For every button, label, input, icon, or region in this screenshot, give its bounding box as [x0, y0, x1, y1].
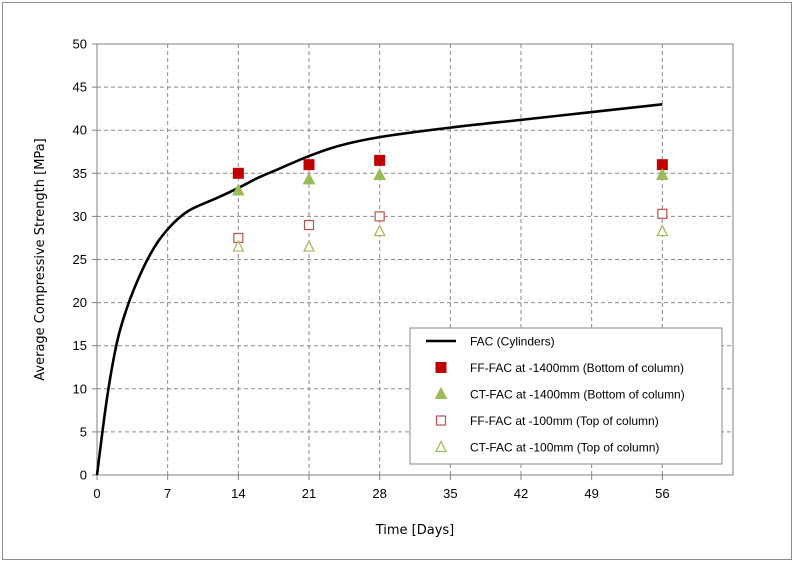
- data-point: [374, 211, 385, 222]
- legend-item: CT-FAC at -1400mm (Bottom of column): [434, 386, 685, 402]
- x-tick-label: 14: [231, 486, 245, 501]
- series-5: [232, 224, 669, 252]
- data-point: [656, 167, 669, 181]
- legend-label: CT-FAC at -1400mm (Bottom of column): [470, 388, 685, 402]
- y-axis-title: Average Compressive Strength [MPa]: [33, 138, 48, 380]
- y-tick-label: 15: [73, 338, 87, 353]
- data-point: [657, 208, 668, 219]
- legend-label: FAC (Cylinders): [470, 335, 555, 349]
- x-tick-label: 49: [584, 486, 598, 501]
- data-point: [373, 167, 386, 181]
- y-tick-label: 40: [73, 123, 87, 138]
- legend-label: FF-FAC at -1400mm (Bottom of column): [470, 361, 684, 375]
- data-point: [303, 239, 315, 252]
- x-tick-label: 35: [443, 486, 457, 501]
- x-tick-label: 42: [514, 486, 528, 501]
- data-point: [232, 239, 245, 252]
- legend-swatch: [435, 415, 447, 426]
- y-tick-label: 35: [73, 166, 87, 181]
- legend-item: FAC (Cylinders): [426, 335, 555, 349]
- x-tick-label: 21: [302, 486, 316, 501]
- data-point: [303, 219, 315, 231]
- series: [95, 103, 669, 476]
- y-tick-label: 25: [73, 252, 87, 267]
- x-axis-title: Time [Days]: [375, 523, 455, 538]
- y-tick-label: 30: [73, 209, 87, 224]
- y-tick-label: 10: [73, 381, 87, 396]
- data-point: [302, 172, 316, 185]
- data-point: [656, 224, 669, 237]
- x-tick-label: 0: [93, 486, 100, 501]
- legend-swatch: [435, 362, 447, 373]
- series-3: [232, 167, 669, 196]
- legend-item: FF-FAC at -100mm (Top of column): [435, 414, 659, 428]
- data-point: [374, 154, 386, 166]
- y-tick-label: 20: [73, 295, 87, 310]
- axes: 0 5 10 15 20 25 30 35 40 45 50 0 7 14 21 28 35 42 49 56: [73, 37, 733, 501]
- legend-box: [409, 327, 723, 465]
- y-tick-label: 45: [73, 80, 87, 95]
- y-tick-label: 5: [80, 424, 87, 439]
- data-point: [373, 224, 386, 237]
- series-2: [232, 154, 668, 179]
- y-tick-label: 0: [80, 468, 87, 483]
- x-tick-label: 7: [164, 486, 171, 501]
- series-1: [95, 103, 663, 476]
- legend: FAC (Cylinders) FF-FAC at -1400mm (Bottom…: [409, 327, 723, 465]
- legend-item: FF-FAC at -1400mm (Bottom of column): [435, 361, 684, 375]
- legend-swatch: [434, 386, 448, 399]
- x-tick-label: 56: [655, 486, 669, 501]
- legend-swatch: [435, 440, 447, 453]
- series-line: [95, 103, 663, 476]
- legend-label: CT-FAC at -100mm (Top of column): [470, 441, 659, 455]
- x-tick-label: 28: [372, 486, 386, 501]
- legend-label: FF-FAC at -100mm (Top of column): [470, 414, 659, 428]
- data-point: [232, 167, 244, 179]
- series-4: [233, 208, 668, 244]
- y-tick-label: 50: [73, 37, 87, 52]
- legend-item: CT-FAC at -100mm (Top of column): [435, 440, 659, 455]
- data-point: [303, 159, 315, 171]
- data-point: [232, 183, 245, 196]
